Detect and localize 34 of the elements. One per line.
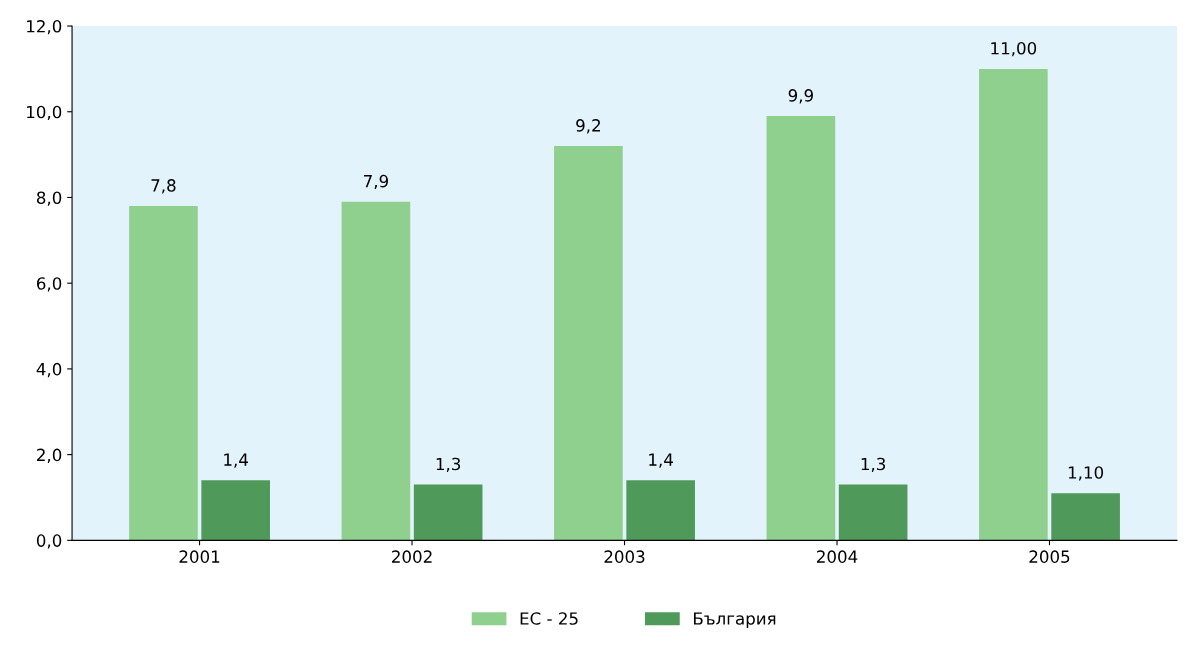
y-tick-label: 0,0 — [36, 534, 62, 549]
bar — [979, 68, 1048, 541]
data-label: 11,00 — [991, 41, 1037, 57]
x-tick-label: 2002 — [392, 550, 432, 563]
data-label: 7,9 — [364, 174, 388, 190]
data-label: 1,3 — [436, 457, 461, 472]
data-label: 9,9 — [788, 89, 813, 104]
data-label: 1,10 — [1068, 466, 1104, 481]
x-tick-label: 2003 — [604, 550, 645, 563]
bar — [341, 201, 411, 541]
x-tick-label: 2005 — [1029, 550, 1070, 563]
x-tick-label: 2004 — [817, 550, 858, 563]
y-tick-label: 2,0 — [37, 448, 62, 463]
y-tick-label: 4,0 — [36, 362, 62, 378]
x-tick-label: 2001 — [179, 550, 220, 563]
data-label: 1,4 — [649, 453, 673, 468]
bar — [129, 206, 198, 541]
bar — [1051, 493, 1120, 541]
bar — [626, 480, 695, 541]
data-label: 1,4 — [224, 453, 248, 468]
y-tick-label: 10,0 — [27, 105, 62, 121]
y-tick-label: 12,0 — [27, 20, 62, 35]
legend-label: ЕС - 25 — [520, 612, 578, 625]
bar — [766, 116, 836, 541]
data-label: 9,2 — [576, 119, 600, 134]
bar — [413, 484, 483, 541]
data-label: 7,8 — [151, 179, 176, 194]
y-tick-label: 8,0 — [36, 191, 62, 206]
bar — [838, 484, 908, 541]
y-tick-label: 6,0 — [37, 277, 62, 292]
bar — [554, 146, 623, 541]
legend-label: България — [694, 612, 776, 629]
bar — [201, 480, 270, 541]
data-label: 1,3 — [861, 457, 886, 472]
